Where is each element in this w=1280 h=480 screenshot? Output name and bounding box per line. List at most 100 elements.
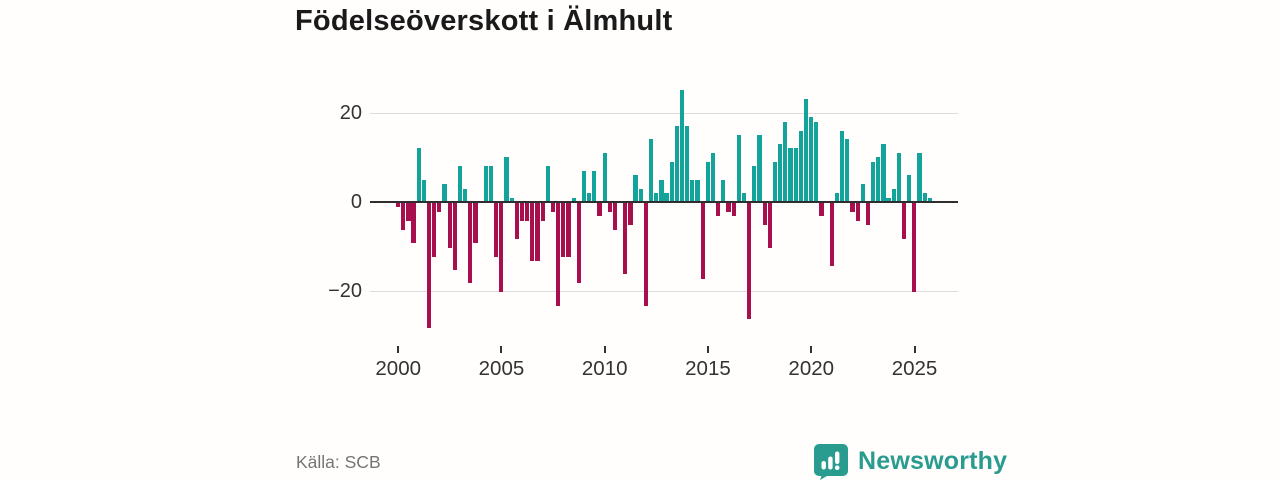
bar-2005Q4 — [514, 203, 519, 239]
bar-2001Q1 — [416, 148, 421, 202]
bar-2015Q1 — [705, 161, 710, 202]
bar-2001Q4 — [432, 203, 437, 257]
bar-2014Q3 — [695, 179, 700, 202]
bar-2021Q3 — [840, 130, 845, 202]
bar-2014Q1 — [685, 126, 690, 202]
x-axis-tick-2010 — [603, 346, 606, 353]
bar-2011Q1 — [623, 203, 628, 275]
bar-2007Q4 — [556, 203, 561, 306]
bar-2003Q2 — [463, 188, 468, 202]
bar-2016Q3 — [736, 134, 741, 202]
bar-2011Q3 — [633, 175, 638, 202]
plot-area: 20 0 −20 2000 2005 2010 2015 2020 2025 — [328, 85, 958, 380]
bar-2004Q2 — [483, 166, 488, 202]
bar-2024Q1 — [891, 188, 896, 202]
bar-2017Q4 — [762, 203, 767, 226]
bar-2019Q3 — [798, 130, 803, 202]
bar-2008Q2 — [566, 203, 571, 257]
x-axis-label-2010: 2010 — [581, 357, 628, 380]
bar-2015Q3 — [716, 203, 721, 217]
bar-2018Q3 — [778, 143, 783, 202]
bar-2011Q4 — [638, 188, 643, 202]
bar-2006Q2 — [525, 203, 530, 221]
bar-2008Q3 — [571, 197, 576, 202]
bar-2005Q3 — [509, 197, 514, 202]
bar-2016Q4 — [741, 193, 747, 202]
bar-2007Q3 — [550, 203, 556, 212]
bar-2017Q3 — [757, 134, 762, 202]
bar-2012Q3 — [654, 193, 659, 202]
x-axis-label-2015: 2015 — [685, 357, 731, 380]
bar-2024Q2 — [896, 152, 901, 202]
bar-2017Q2 — [752, 166, 757, 202]
x-axis-tick-2015 — [706, 346, 709, 353]
bar-2009Q2 — [587, 193, 592, 202]
bar-2006Q1 — [519, 203, 525, 221]
bar-2020Q3 — [819, 203, 824, 217]
gridline-y-20 — [370, 291, 958, 293]
bar-2025Q1 — [912, 203, 917, 293]
bar-2021Q4 — [845, 139, 850, 202]
bar-2013Q2 — [669, 161, 674, 202]
gridline-y20 — [370, 112, 958, 114]
bar-2025Q2 — [917, 152, 922, 202]
bar-2020Q1 — [809, 117, 814, 202]
bar-2025Q4 — [927, 197, 932, 202]
bar-2015Q2 — [710, 152, 716, 202]
bar-2002Q1 — [437, 203, 442, 212]
bar-2000Q3 — [406, 203, 411, 221]
bar-2007Q1 — [540, 203, 545, 221]
bar-2018Q2 — [772, 161, 778, 202]
bar-2021Q2 — [834, 193, 840, 202]
bar-2012Q4 — [659, 179, 664, 202]
bar-2022Q4 — [865, 203, 871, 226]
bar-2024Q4 — [907, 175, 912, 202]
bar-2023Q3 — [881, 143, 886, 202]
bar-2006Q3 — [530, 203, 535, 262]
bar-2019Q1 — [788, 148, 793, 202]
newsworthy-wordmark: Newsworthy — [858, 447, 1008, 475]
bar-2013Q3 — [674, 126, 679, 202]
bar-2012Q2 — [648, 139, 654, 202]
x-axis-tick-2000 — [397, 346, 400, 353]
bar-2008Q4 — [576, 203, 581, 284]
chart-title: Födelseöverskott i Älmhult — [295, 5, 673, 37]
y-axis-label: 0 — [350, 191, 362, 213]
bar-2022Q1 — [850, 203, 855, 212]
newsworthy-bubble-icon — [814, 444, 848, 480]
bar-2015Q4 — [721, 179, 726, 202]
bar-2001Q3 — [426, 203, 432, 329]
bar-2018Q1 — [767, 203, 772, 248]
bar-2000Q4 — [411, 203, 416, 244]
bar-2003Q1 — [457, 166, 463, 202]
bar-2013Q4 — [679, 90, 685, 202]
bar-2019Q2 — [793, 148, 798, 202]
bar-2019Q4 — [803, 99, 809, 202]
bar-2001Q2 — [421, 179, 426, 202]
x-axis-label-2000: 2000 — [375, 357, 421, 380]
bar-2024Q3 — [901, 203, 907, 239]
bar-2022Q2 — [855, 203, 860, 221]
bar-2009Q4 — [597, 203, 602, 217]
bar-2023Q1 — [870, 161, 876, 202]
bar-2016Q2 — [731, 203, 736, 217]
bar-2003Q4 — [473, 203, 478, 244]
bar-2013Q1 — [664, 193, 669, 202]
bar-2005Q2 — [504, 157, 509, 202]
y-axis-label: −20 — [328, 280, 362, 303]
bar-2023Q2 — [876, 157, 881, 202]
bar-2003Q3 — [468, 203, 473, 284]
bar-2020Q2 — [814, 121, 819, 202]
bar-2017Q1 — [747, 203, 752, 320]
x-axis-tick-2005 — [500, 346, 503, 353]
x-axis-label-2020: 2020 — [788, 357, 835, 380]
x-axis-label-2025: 2025 — [891, 357, 938, 380]
bar-2011Q2 — [628, 203, 633, 226]
bar-2004Q4 — [494, 203, 499, 257]
bar-2002Q3 — [447, 203, 452, 248]
newsworthy-logo: Newsworthy — [813, 443, 1007, 480]
source-caption: Källa: SCB — [296, 452, 381, 472]
bar-2014Q4 — [700, 203, 705, 279]
bar-2021Q1 — [829, 203, 834, 266]
x-axis-tick-2020 — [810, 346, 813, 353]
